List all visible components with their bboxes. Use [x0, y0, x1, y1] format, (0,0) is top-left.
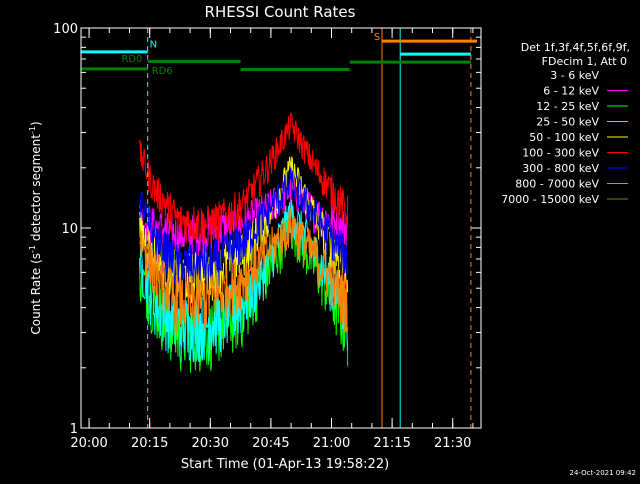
annotation-rd0: RD0: [121, 54, 142, 65]
status-bars-layer: [81, 39, 477, 72]
legend-label-100-300-kev: 100 - 300 keV: [522, 147, 599, 160]
y-axis-label-sup1: -1: [28, 245, 37, 253]
x-axis: 20:00 20:15 20:30 20:45 21:00 21:15 21:30: [70, 28, 474, 451]
chart-title: RHESSI Count Rates: [205, 3, 356, 21]
y-axis-label-part1: Count Rate (s: [29, 253, 43, 335]
x-tick-label: 20:00: [70, 436, 107, 451]
x-tick-label: 21:30: [434, 436, 471, 451]
legend-header-line2: FDecim 1, Att 0: [542, 55, 627, 68]
legend-label-6-12-kev: 6 - 12 keV: [543, 85, 599, 98]
y-tick-label: 1: [70, 422, 78, 437]
legend-label-3-6-kev: 3 - 6 keV: [550, 69, 599, 82]
annotation-n: N: [150, 39, 157, 50]
annotations-layer: N S RD0 RD6: [121, 32, 380, 77]
x-tick-label: 21:15: [373, 436, 410, 451]
x-tick-label: 21:00: [313, 436, 350, 451]
y-axis-label-sup2: -1: [28, 126, 37, 134]
annotation-rd6: RD6: [152, 66, 173, 77]
legend-label-300-800-kev: 300 - 800 keV: [522, 162, 599, 175]
annotation-s: S: [374, 32, 380, 43]
legend-header-line1: Det 1f,3f,4f,5f,6f,9f,: [521, 41, 630, 54]
legend-label-12-25-kev: 12 - 25 keV: [536, 100, 599, 113]
legend-label-25-50-kev: 25 - 50 keV: [536, 116, 599, 129]
y-axis: 1 10 100: [53, 22, 481, 437]
y-axis-label-part2: detector segment: [29, 134, 43, 245]
x-tick-label: 20:45: [252, 436, 289, 451]
y-tick-label: 100: [53, 22, 78, 37]
series-line-800-7000-kev: [139, 208, 349, 335]
legend: Det 1f,3f,4f,5f,6f,9f, FDecim 1, Att 0 3…: [501, 41, 630, 206]
x-tick-label: 20:30: [192, 436, 229, 451]
x-axis-label: Start Time (01-Apr-13 19:58:22): [181, 457, 389, 472]
footer-date: 24-Oct-2021 09:42: [570, 469, 636, 477]
series-layer: [139, 112, 349, 373]
legend-label-800-7000-kev: 800 - 7000 keV: [515, 178, 599, 191]
y-tick-label: 10: [61, 222, 78, 237]
x-tick-label: 20:15: [131, 436, 168, 451]
series-line-300-800-kev: [139, 167, 349, 290]
y-axis-label: Count Rate (s-1 detector segment-1): [28, 121, 43, 334]
legend-label-7000-15000-kev: 7000 - 15000 keV: [501, 193, 599, 206]
legend-label-50-100-kev: 50 - 100 keV: [529, 131, 599, 144]
y-axis-label-part3: ): [29, 121, 43, 126]
series-line-100-300-kev: [139, 112, 349, 245]
